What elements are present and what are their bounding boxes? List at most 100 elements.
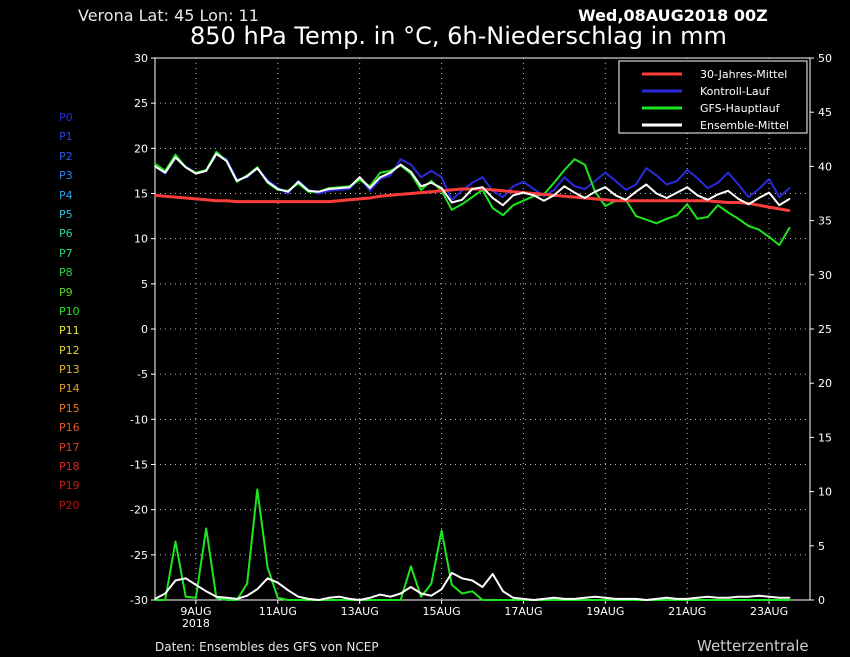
data-point xyxy=(317,190,320,193)
data-point xyxy=(205,527,208,530)
data-point xyxy=(553,189,555,191)
data-point xyxy=(184,577,187,580)
data-point xyxy=(348,598,351,600)
data-point xyxy=(696,217,699,220)
data-point xyxy=(563,176,566,179)
data-point xyxy=(747,599,750,601)
data-point xyxy=(420,185,422,188)
run-timestamp: Wed,08AUG2018 00Z xyxy=(578,6,768,25)
member-label: P11 xyxy=(59,324,80,338)
data-point xyxy=(297,599,300,601)
data-point xyxy=(358,176,361,179)
chart-title: 850 hPa Temp. in °C, 6h-Niederschlag in … xyxy=(190,22,727,50)
y-tick-label: -25 xyxy=(130,549,148,562)
member-label: P20 xyxy=(59,498,80,512)
data-point xyxy=(757,197,760,199)
data-point xyxy=(522,199,525,202)
legend-label: Ensemble-Mittel xyxy=(700,119,789,132)
data-point xyxy=(461,188,463,190)
data-point xyxy=(450,583,453,586)
data-point xyxy=(727,596,729,599)
data-point xyxy=(543,598,545,600)
y-right-tick-label: 50 xyxy=(818,52,832,65)
data-point xyxy=(717,204,719,207)
data-point xyxy=(461,198,463,201)
data-point xyxy=(420,595,422,598)
data-point xyxy=(266,200,269,203)
data-point xyxy=(502,599,504,601)
y-right-tick-label: 0 xyxy=(818,594,825,607)
y-tick-label: 10 xyxy=(134,233,148,246)
member-label: P0 xyxy=(59,111,73,124)
data-source-note: Daten: Ensembles des GFS von NCEP xyxy=(155,640,379,654)
data-point xyxy=(553,596,555,599)
data-point xyxy=(195,172,197,175)
x-year-label: 2018 xyxy=(182,617,210,630)
member-label: P12 xyxy=(59,343,80,357)
data-point xyxy=(328,188,330,190)
data-point xyxy=(757,204,760,207)
data-point xyxy=(195,198,197,200)
x-tick-label: 13AUG xyxy=(341,605,379,618)
data-point xyxy=(174,156,177,159)
x-tick-label: 23AUG xyxy=(750,605,788,618)
data-point xyxy=(788,596,791,599)
data-point xyxy=(686,169,689,171)
data-point xyxy=(665,197,668,199)
data-point xyxy=(491,197,494,199)
data-point xyxy=(461,577,463,580)
data-point xyxy=(747,225,750,227)
data-point xyxy=(665,199,668,202)
data-point xyxy=(778,599,781,601)
y-right-tick-label: 35 xyxy=(818,215,832,228)
data-point xyxy=(184,197,187,199)
legend-label: 30-Jahres-Mittel xyxy=(700,68,787,81)
data-point xyxy=(717,193,719,196)
data-point xyxy=(727,599,729,601)
data-point xyxy=(614,180,617,182)
data-point xyxy=(471,196,474,199)
data-point xyxy=(543,193,545,196)
data-point xyxy=(184,595,187,598)
data-point xyxy=(768,206,770,209)
data-point xyxy=(686,598,689,600)
data-point xyxy=(788,599,791,601)
data-point xyxy=(655,598,658,600)
y-tick-label: 30 xyxy=(134,52,148,65)
data-point xyxy=(563,185,566,188)
y-tick-label: -15 xyxy=(130,459,148,472)
data-point xyxy=(676,199,678,202)
data-point xyxy=(686,203,689,206)
data-point xyxy=(307,598,310,600)
data-point xyxy=(174,153,177,156)
data-point xyxy=(225,596,228,599)
data-point xyxy=(164,599,167,601)
data-point xyxy=(410,170,412,173)
data-point xyxy=(348,188,351,190)
data-point xyxy=(205,590,208,593)
data-point xyxy=(655,192,658,195)
data-point xyxy=(174,540,177,543)
data-point xyxy=(583,163,586,166)
data-point xyxy=(297,595,300,598)
member-label: P14 xyxy=(59,382,80,396)
data-point xyxy=(676,598,678,600)
data-point xyxy=(778,196,781,199)
data-point xyxy=(788,198,791,200)
data-point xyxy=(236,180,238,182)
data-point xyxy=(696,596,699,599)
data-point xyxy=(297,200,300,203)
data-point xyxy=(338,187,341,190)
data-point xyxy=(737,183,740,186)
data-point xyxy=(266,566,269,569)
data-point xyxy=(512,190,515,193)
data-point xyxy=(512,599,515,601)
data-point xyxy=(788,187,791,190)
data-point xyxy=(246,594,249,597)
data-point xyxy=(717,596,719,599)
y-tick-label: -10 xyxy=(130,413,148,426)
data-point xyxy=(369,599,371,601)
data-point xyxy=(491,573,494,575)
data-point xyxy=(307,200,310,203)
data-point xyxy=(276,581,279,584)
